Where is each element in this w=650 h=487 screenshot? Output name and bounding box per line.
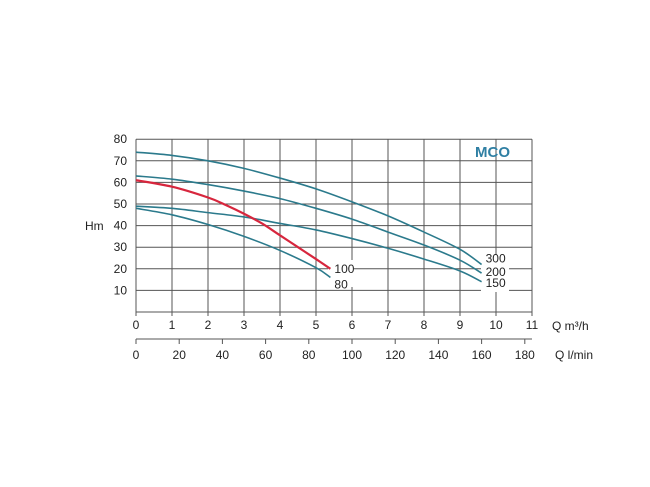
x2-tick-label: 140: [428, 348, 448, 362]
x-tick-label: 5: [313, 318, 320, 332]
x2-tick-label: 40: [216, 348, 230, 362]
curve-label-100: 100: [334, 262, 354, 276]
x-tick-label: 3: [241, 318, 248, 332]
x-tick-label: 1: [169, 318, 176, 332]
x2-tick-label: 0: [133, 348, 140, 362]
curve-label-200: 200: [486, 265, 506, 279]
x-tick-label: 8: [421, 318, 428, 332]
x-tick-label: 2: [205, 318, 212, 332]
y-tick-label: 80: [114, 132, 128, 146]
y-tick-label: 40: [114, 219, 128, 233]
x2-tick-label: 180: [515, 348, 535, 362]
curve-label-300: 300: [486, 251, 506, 265]
x-tick-label: 0: [133, 318, 140, 332]
curve-100: [135, 179, 332, 270]
x-tick-label: 10: [489, 318, 503, 332]
chart-title: MCO: [475, 144, 510, 161]
x-tick-label: 9: [457, 318, 464, 332]
y-tick-label: 50: [114, 197, 128, 211]
x2-tick-label: 60: [259, 348, 273, 362]
x2-tick-label: 120: [385, 348, 405, 362]
y-axis-label: Hm: [85, 219, 104, 233]
x-tick-label: 4: [277, 318, 284, 332]
curve-label-150: 150: [486, 276, 506, 290]
x-tick-label: 6: [349, 318, 356, 332]
y-tick-label: 60: [114, 175, 128, 189]
y-tick-label: 70: [114, 154, 128, 168]
label-background: [328, 260, 354, 287]
y-tick-label: 20: [114, 262, 128, 276]
x-tick-label: 7: [385, 318, 392, 332]
x2-tick-label: 80: [302, 348, 316, 362]
y-tick-label: 10: [114, 283, 128, 297]
x2-tick-label: 20: [173, 348, 187, 362]
curve-label-80: 80: [334, 277, 348, 291]
curve-150: [135, 205, 482, 283]
x-tick-label: 11: [526, 318, 539, 332]
curve-200: [135, 175, 483, 274]
label-background: [481, 255, 509, 292]
x2-tick-label: 100: [342, 348, 362, 362]
x-axis-label: Q m³/h: [552, 319, 589, 333]
x2-axis-label: Q l/min: [555, 348, 593, 362]
curve-300: [135, 151, 483, 266]
curve-80: [135, 207, 331, 279]
x2-tick-label: 160: [472, 348, 492, 362]
y-tick-label: 30: [114, 240, 128, 254]
